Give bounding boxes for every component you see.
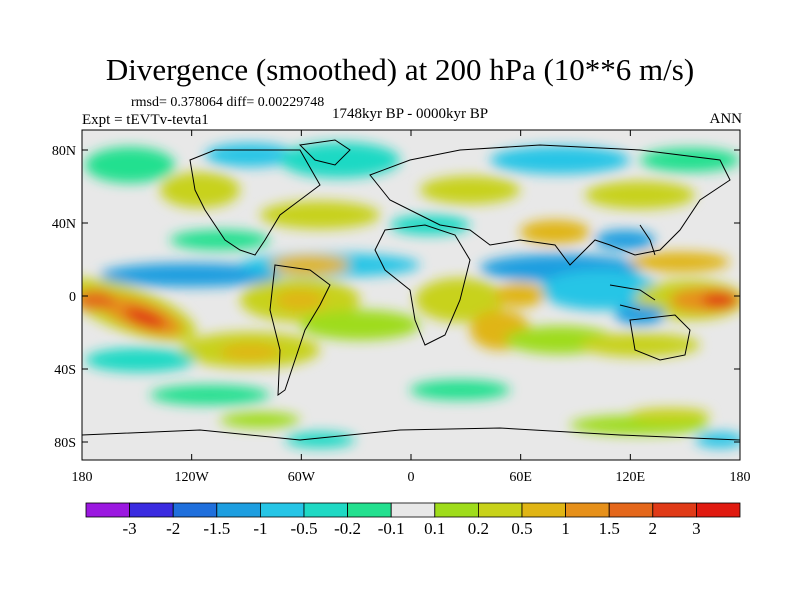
lon-tick-label: 60W (288, 470, 316, 485)
experiment-label: Expt = tEVTv-tevta1 (82, 112, 209, 128)
colorbar-label: -1 (253, 519, 267, 538)
lon-tick-label: 60E (509, 470, 532, 485)
colorbar-swatch (390, 502, 436, 518)
lon-tick-label: 180 (730, 470, 751, 485)
coastlines (82, 139, 740, 441)
colorbar-label: 1 (561, 519, 570, 538)
colorbar-swatch (303, 502, 348, 518)
colorbar-label: -0.5 (291, 519, 318, 538)
colorbar-swatch (477, 502, 523, 518)
colorbar-label: 1.5 (599, 519, 620, 538)
divergence-field (82, 142, 740, 448)
plot-title: Divergence (smoothed) at 200 hPa (10**6 … (105, 52, 695, 87)
stats-line: rmsd= 0.378064 diff= 0.00229748 (131, 95, 325, 110)
colorbar-label: -0.2 (334, 519, 361, 538)
lat-tick-label: 0 (69, 290, 76, 305)
colorbar-swatch (85, 502, 130, 518)
colorbar-label: 0.5 (511, 519, 532, 538)
period-label: 1748kyr BP - 0000kyr BP (331, 106, 489, 122)
lon-tick-label: 180 (72, 470, 93, 485)
colorbar-label: 0.1 (424, 519, 445, 538)
lat-tick-label: 40S (54, 363, 76, 378)
colorbar-swatch (521, 502, 566, 518)
colorbar-label: -0.1 (378, 519, 405, 538)
season-label: ANN (709, 111, 743, 127)
colorbar-swatch (129, 502, 174, 518)
colorbar-swatch (216, 502, 261, 518)
longitude-axis: 180 120W 60W 0 60E 120E 180 (72, 130, 751, 485)
lat-tick-label: 80S (54, 436, 76, 451)
colorbar-label: 0.2 (468, 519, 489, 538)
lat-tick-label: 40N (52, 217, 76, 232)
lat-tick-label: 80N (52, 144, 76, 159)
colorbar-label: 2 (649, 519, 658, 538)
colorbar-label: -2 (166, 519, 180, 538)
colorbar: -3 -2 -1.5 -1 -0.5 -0.2 -0.1 0.1 0.2 0.5 1 1.5 2 3 (85, 502, 741, 538)
colorbar-swatch (172, 502, 218, 518)
colorbar-label: -1.5 (203, 519, 230, 538)
colorbar-swatch (259, 502, 305, 518)
colorbar-label: 3 (692, 519, 701, 538)
lon-tick-label: 0 (408, 470, 415, 485)
colorbar-swatch (608, 502, 654, 518)
colorbar-label: -3 (123, 519, 137, 538)
lon-tick-label: 120W (175, 470, 210, 485)
colorbar-swatch (652, 502, 697, 518)
colorbar-swatch (696, 502, 741, 518)
latitude-axis: 80N 40N 0 40S 80S (52, 144, 740, 451)
colorbar-swatch (565, 502, 610, 518)
colorbar-swatch (347, 502, 392, 518)
colorbar-swatch (434, 502, 479, 518)
lon-tick-label: 120E (616, 470, 646, 485)
